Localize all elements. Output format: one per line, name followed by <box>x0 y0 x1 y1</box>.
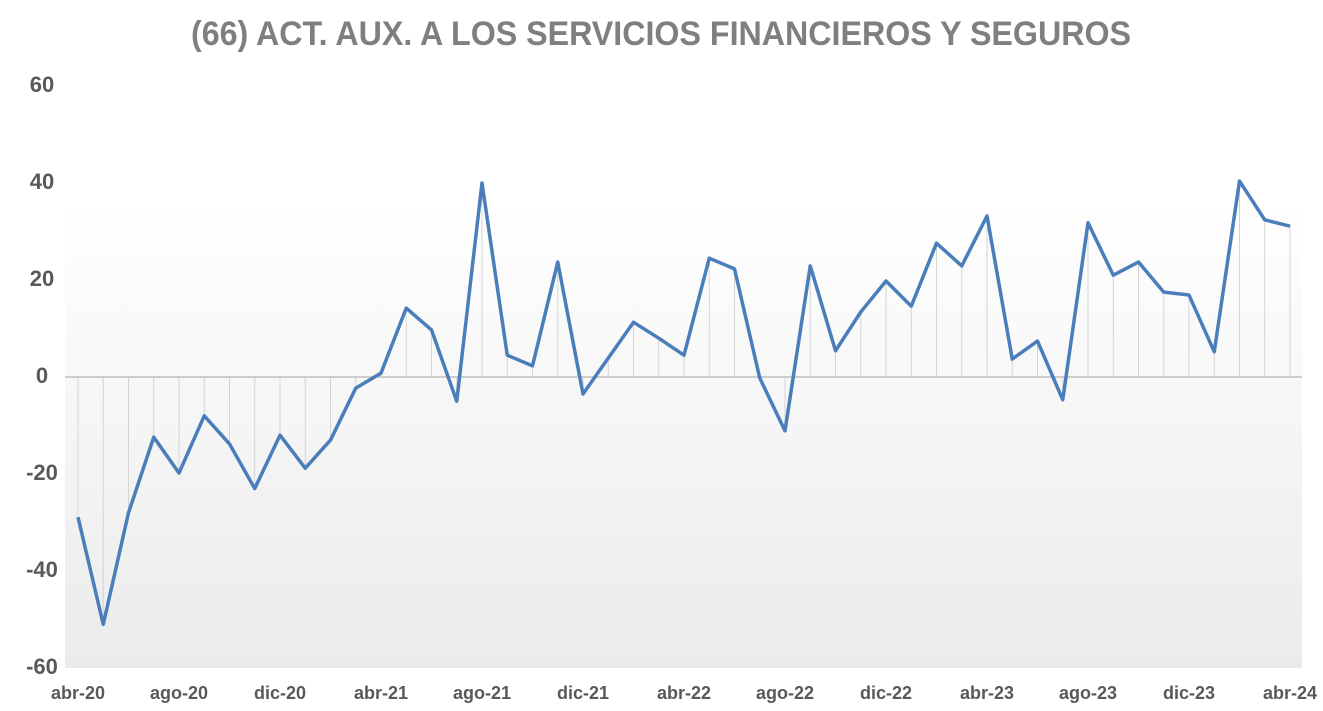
x-tick-label: abr-24 <box>1263 683 1317 703</box>
y-tick-label: -60 <box>26 654 58 679</box>
data-line <box>76 179 1291 627</box>
x-tick-label: abr-23 <box>960 683 1014 703</box>
x-tick-label: ago-21 <box>453 683 511 703</box>
y-tick-label: 20 <box>30 266 54 291</box>
x-tick-label: abr-21 <box>354 683 408 703</box>
y-tick-label: 0 <box>36 363 48 388</box>
y-tick-label: 40 <box>30 169 54 194</box>
x-tick-label: dic-21 <box>557 683 609 703</box>
chart-title: (66) ACT. AUX. A LOS SERVICIOS FINANCIER… <box>191 15 1131 53</box>
y-tick-label: -40 <box>26 557 58 582</box>
x-tick-label: dic-20 <box>254 683 306 703</box>
y-tick-label: 60 <box>30 72 54 97</box>
x-tick-label: ago-22 <box>756 683 814 703</box>
x-tick-label: abr-20 <box>51 683 105 703</box>
y-tick-label: -20 <box>26 460 58 485</box>
x-tick-label: ago-20 <box>150 683 208 703</box>
x-tick-label: dic-22 <box>860 683 912 703</box>
x-tick-label: abr-22 <box>657 683 711 703</box>
x-tick-label: dic-23 <box>1163 683 1215 703</box>
x-tick-label: ago-23 <box>1059 683 1117 703</box>
